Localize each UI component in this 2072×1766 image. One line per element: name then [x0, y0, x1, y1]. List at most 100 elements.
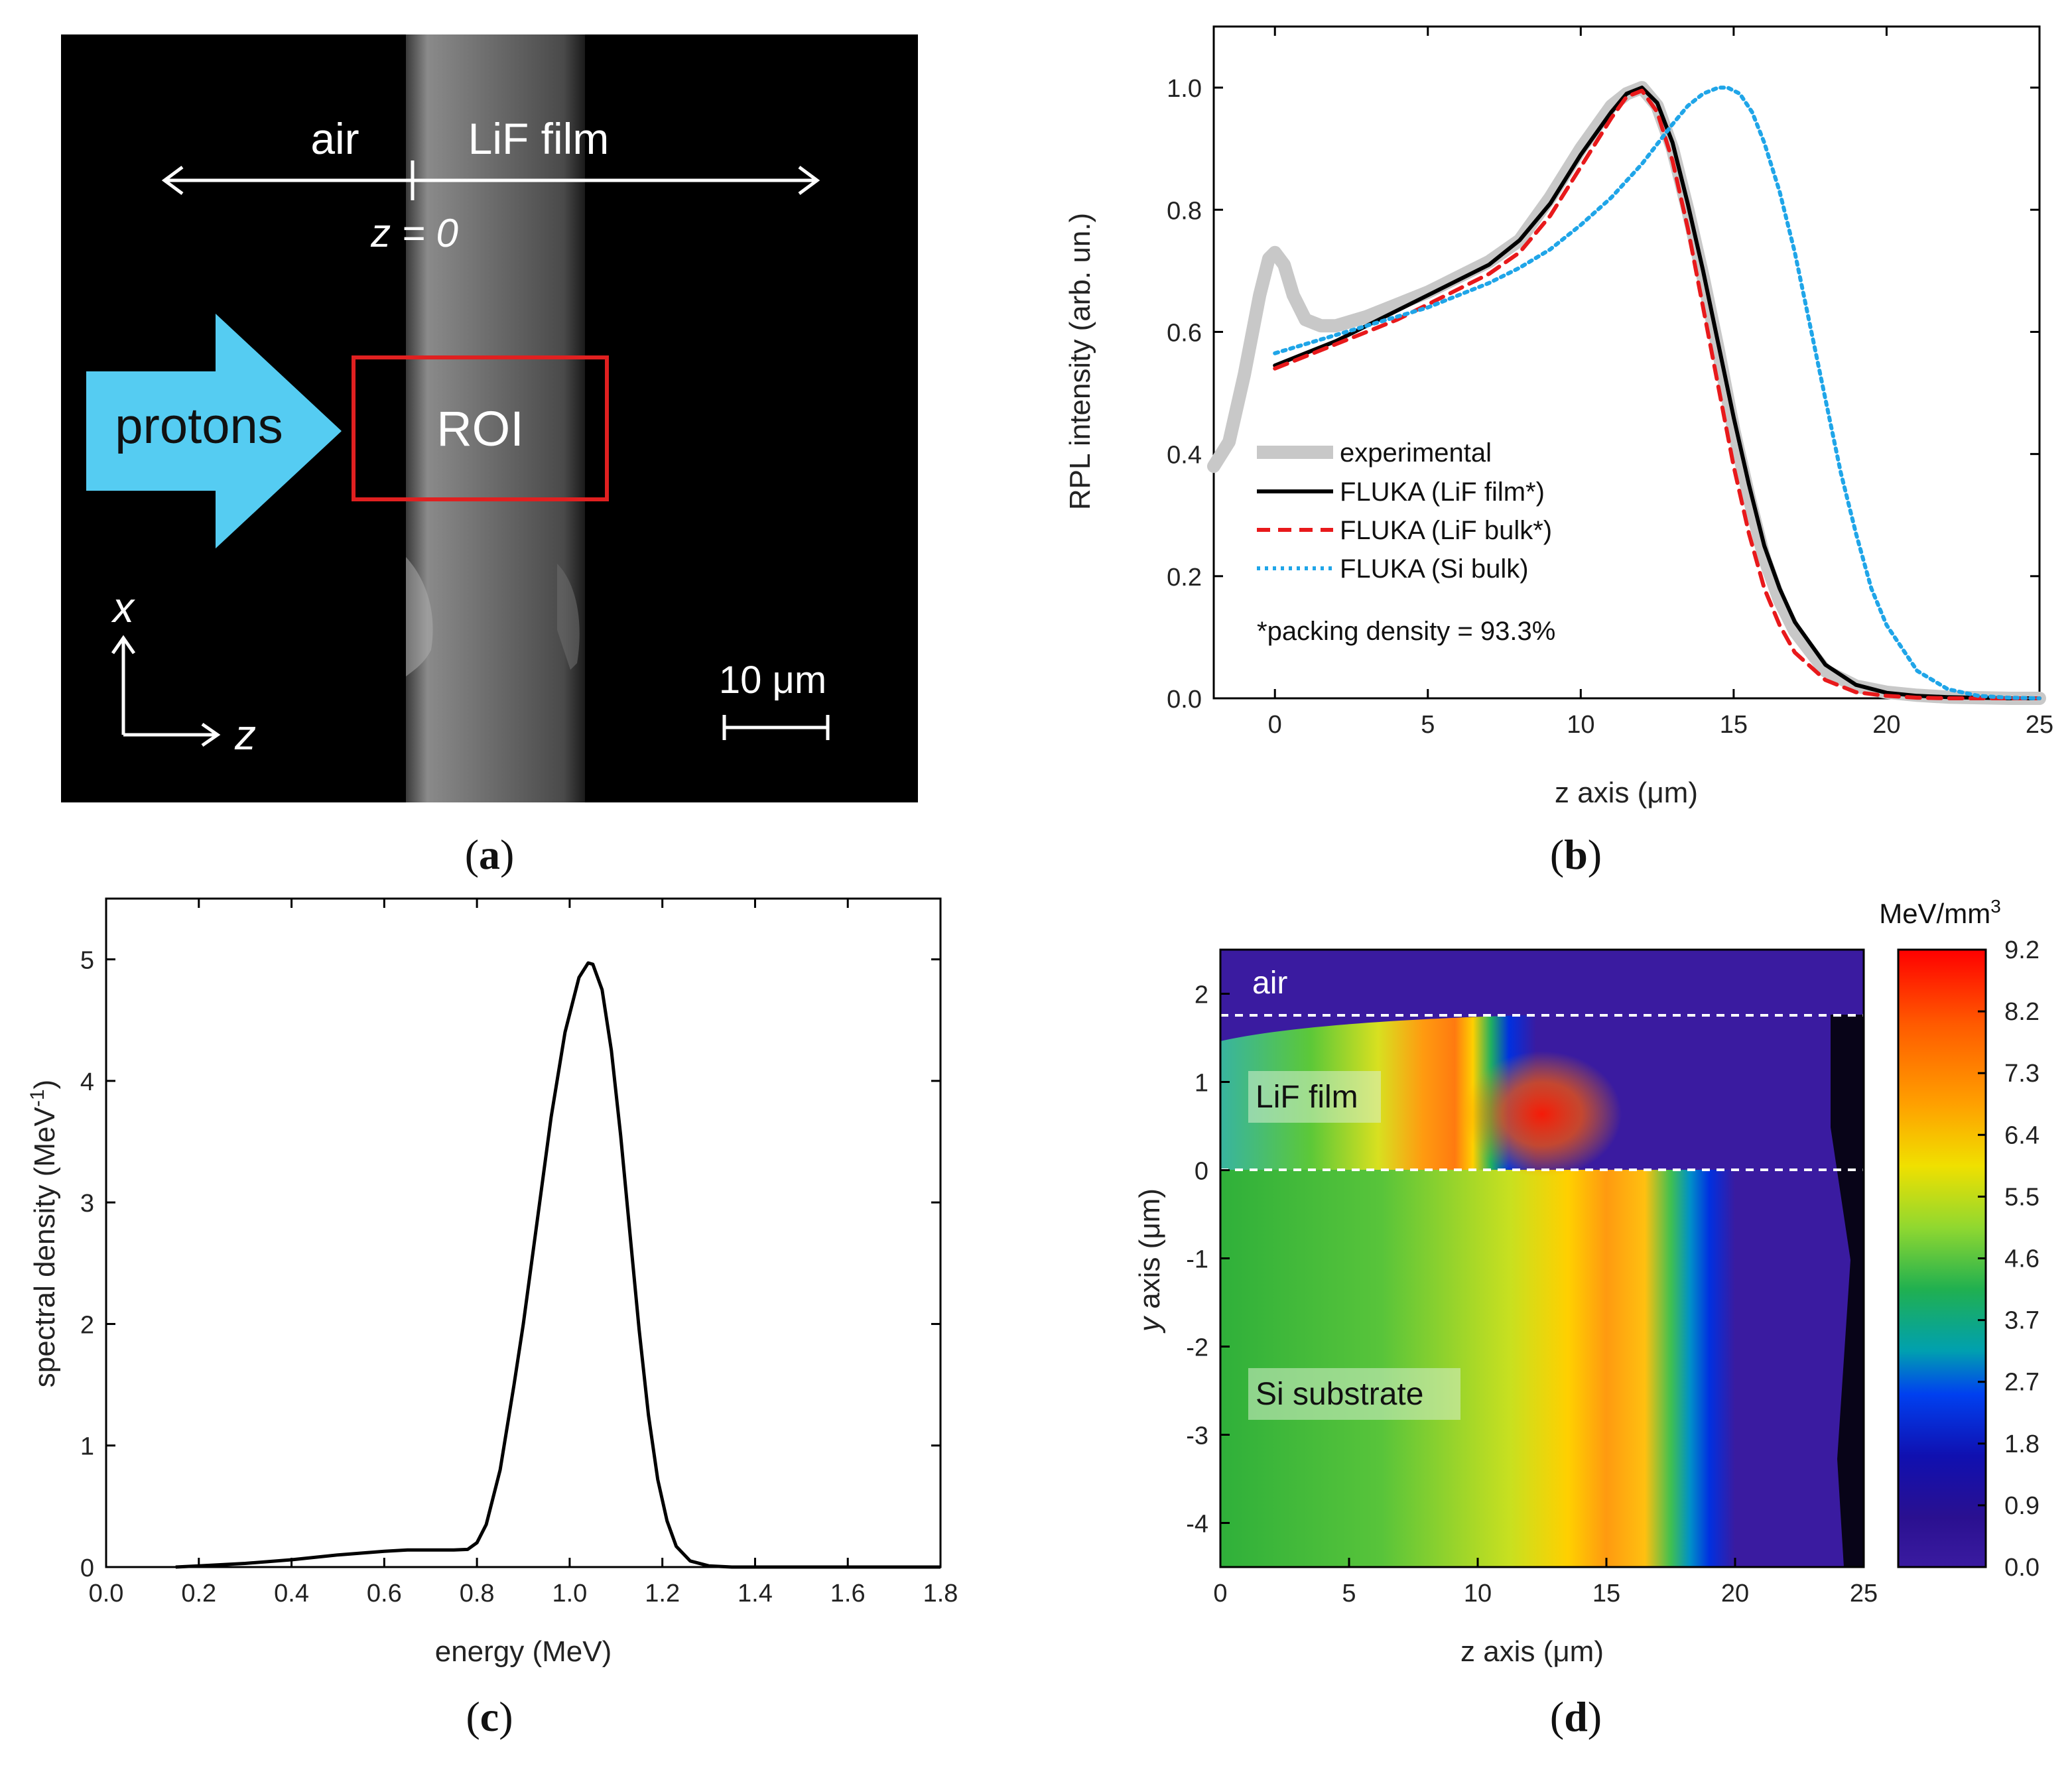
x-tick-label: 5 — [1342, 1580, 1356, 1608]
colorbar-tick-label: 0.0 — [2004, 1554, 2040, 1582]
caption-b: (b) — [1550, 831, 1602, 878]
panel-b: 0 5 10 15 20 25 0.0 0.2 0.4 0.6 0.8 1.0 RPL intensi… — [1064, 25, 2053, 809]
x-tick-label: 10 — [1464, 1580, 1492, 1608]
lif-film-band — [406, 34, 585, 802]
x-tick-label: 0 — [1213, 1580, 1227, 1608]
y-tick-label: 4 — [80, 1068, 94, 1096]
x-tick-label: 1.4 — [738, 1580, 773, 1608]
y-tick-label: 0.8 — [1167, 197, 1202, 225]
caption-d: (d) — [1550, 1693, 1602, 1740]
y-tick-label: 2 — [1195, 981, 1208, 1009]
colorbar-tick-label: 3.7 — [2004, 1307, 2040, 1335]
x-tick-label: 0.0 — [89, 1580, 124, 1608]
y-tick-label: 3 — [80, 1190, 94, 1218]
panel-c: 0.0 0.2 0.4 0.6 0.8 1.0 1.2 1.4 1.6 1.8 0 1 2 3 4 5 spe… — [27, 897, 958, 1668]
legend-label-si-bulk: FLUKA (Si bulk) — [1340, 554, 1529, 584]
colorbar-tick-label: 6.4 — [2004, 1121, 2040, 1149]
colorbar-tick-label: 5.5 — [2004, 1183, 2040, 1211]
x-tick-label: 10 — [1567, 711, 1594, 739]
x-tick-label: 0.6 — [367, 1580, 402, 1608]
label-axis-x: x — [111, 584, 135, 631]
y-tick-label: 1.0 — [1167, 75, 1202, 103]
plot-b-annotation: *packing density = 93.3% — [1257, 617, 1555, 646]
x-tick-label: 25 — [1850, 1580, 1878, 1608]
x-tick-label: 1.0 — [552, 1580, 587, 1608]
scale-bar-label: 10 μm — [719, 659, 826, 702]
region-label-air: air — [1252, 966, 1287, 1001]
x-tick-label: 0.8 — [460, 1580, 495, 1608]
y-tick-label: 2 — [80, 1311, 94, 1339]
y-tick-label: 5 — [80, 947, 94, 975]
plot-b-xlabel: z axis (μm) — [1555, 777, 1698, 809]
y-tick-label: -2 — [1186, 1334, 1208, 1362]
y-tick-label: 0 — [1195, 1158, 1208, 1186]
y-tick-label: 0 — [80, 1554, 94, 1582]
series-line-2 — [1273, 88, 2041, 700]
x-tick-label: 1.6 — [830, 1580, 866, 1608]
heatmap-hotspot — [1462, 1051, 1622, 1177]
legend-label-experimental: experimental — [1340, 438, 1492, 468]
y-tick-label: -4 — [1186, 1511, 1208, 1539]
plot-b-frame — [1212, 25, 2041, 700]
caption-a: (a) — [465, 831, 515, 878]
region-label-si: Si substrate — [1256, 1377, 1423, 1412]
x-tick-label: 1.2 — [645, 1580, 680, 1608]
plot-c-ylabel: spectral density (MeV-1) — [27, 1080, 61, 1387]
legend-label-lif-film: FLUKA (LiF film*) — [1340, 477, 1545, 507]
y-tick-label: -3 — [1186, 1422, 1208, 1450]
film-defect — [406, 557, 433, 676]
x-tick-label: 15 — [1592, 1580, 1620, 1608]
x-tick-label: 1.8 — [923, 1580, 958, 1608]
label-z-equals-zero: z = 0 — [370, 211, 458, 255]
heatmap — [1220, 950, 1864, 1567]
film-edge-bulge — [557, 564, 580, 670]
plot-b-legend: experimental FLUKA (LiF film*) FLUKA (Li… — [1257, 438, 1555, 646]
x-tick-label: 15 — [1720, 711, 1748, 739]
plot-d-xlabel: z axis (μm) — [1460, 1635, 1604, 1668]
y-tick-label: 1 — [1195, 1070, 1208, 1098]
colorbar-tick-label: 1.8 — [2004, 1430, 2040, 1458]
colorbar-tick-label: 4.6 — [2004, 1245, 2040, 1273]
label-axis-z: z — [234, 711, 256, 759]
plot-d-ylabel: y axis (μm) — [1133, 1188, 1166, 1334]
spectrum-line — [175, 961, 940, 1569]
series-line-1 — [1273, 86, 2041, 700]
x-tick-label: 0 — [1268, 711, 1282, 739]
panel-a: air LiF film z = 0 protons ROI x z 10 μm — [61, 34, 918, 802]
heatmap-edge — [1831, 1015, 1864, 1567]
label-protons: protons — [115, 398, 283, 454]
label-roi: ROI — [436, 401, 524, 456]
region-label-si-bg — [1248, 1368, 1460, 1420]
colorbar-tick-label: 7.3 — [2004, 1060, 2040, 1088]
y-tick-label: 1 — [80, 1433, 94, 1461]
caption-c: (c) — [466, 1693, 513, 1740]
region-label-lif: LiF film — [1256, 1080, 1358, 1115]
label-air: air — [310, 114, 359, 163]
plot-c-frame — [105, 897, 942, 1568]
y-tick-label: 0.2 — [1167, 564, 1202, 592]
y-tick-label: 0.4 — [1167, 442, 1202, 470]
x-tick-label: 0.2 — [181, 1580, 216, 1608]
roi-box — [352, 355, 609, 501]
plot-b-ylabel: RPL intensity (arb. un.) — [1064, 213, 1096, 510]
region-label-lif-bg — [1248, 1071, 1381, 1123]
protons-arrow — [86, 314, 342, 548]
colorbar-tick-label: 9.2 — [2004, 936, 2040, 964]
colorbar — [1897, 948, 1987, 1568]
x-tick-label: 5 — [1421, 711, 1435, 739]
label-lif-film: LiF film — [468, 114, 610, 163]
y-tick-label: 0.6 — [1167, 319, 1202, 347]
x-tick-label: 25 — [2026, 711, 2053, 739]
x-tick-label: 0.4 — [274, 1580, 309, 1608]
colorbar-tick-label: 0.9 — [2004, 1492, 2040, 1520]
colorbar-tick-label: 2.7 — [2004, 1369, 2040, 1397]
colorbar-unit: MeV/mm3 — [1879, 896, 2001, 929]
y-tick-label: 0.0 — [1167, 686, 1202, 714]
x-tick-label: 20 — [1721, 1580, 1749, 1608]
plot-c-xlabel: energy (MeV) — [435, 1635, 612, 1668]
y-tick-label: -1 — [1186, 1246, 1208, 1274]
panel-d: air LiF film Si substrate 0 5 10 15 20 25210-… — [1133, 896, 2040, 1668]
colorbar-tick-label: 8.2 — [2004, 998, 2040, 1026]
x-tick-label: 20 — [1872, 711, 1900, 739]
